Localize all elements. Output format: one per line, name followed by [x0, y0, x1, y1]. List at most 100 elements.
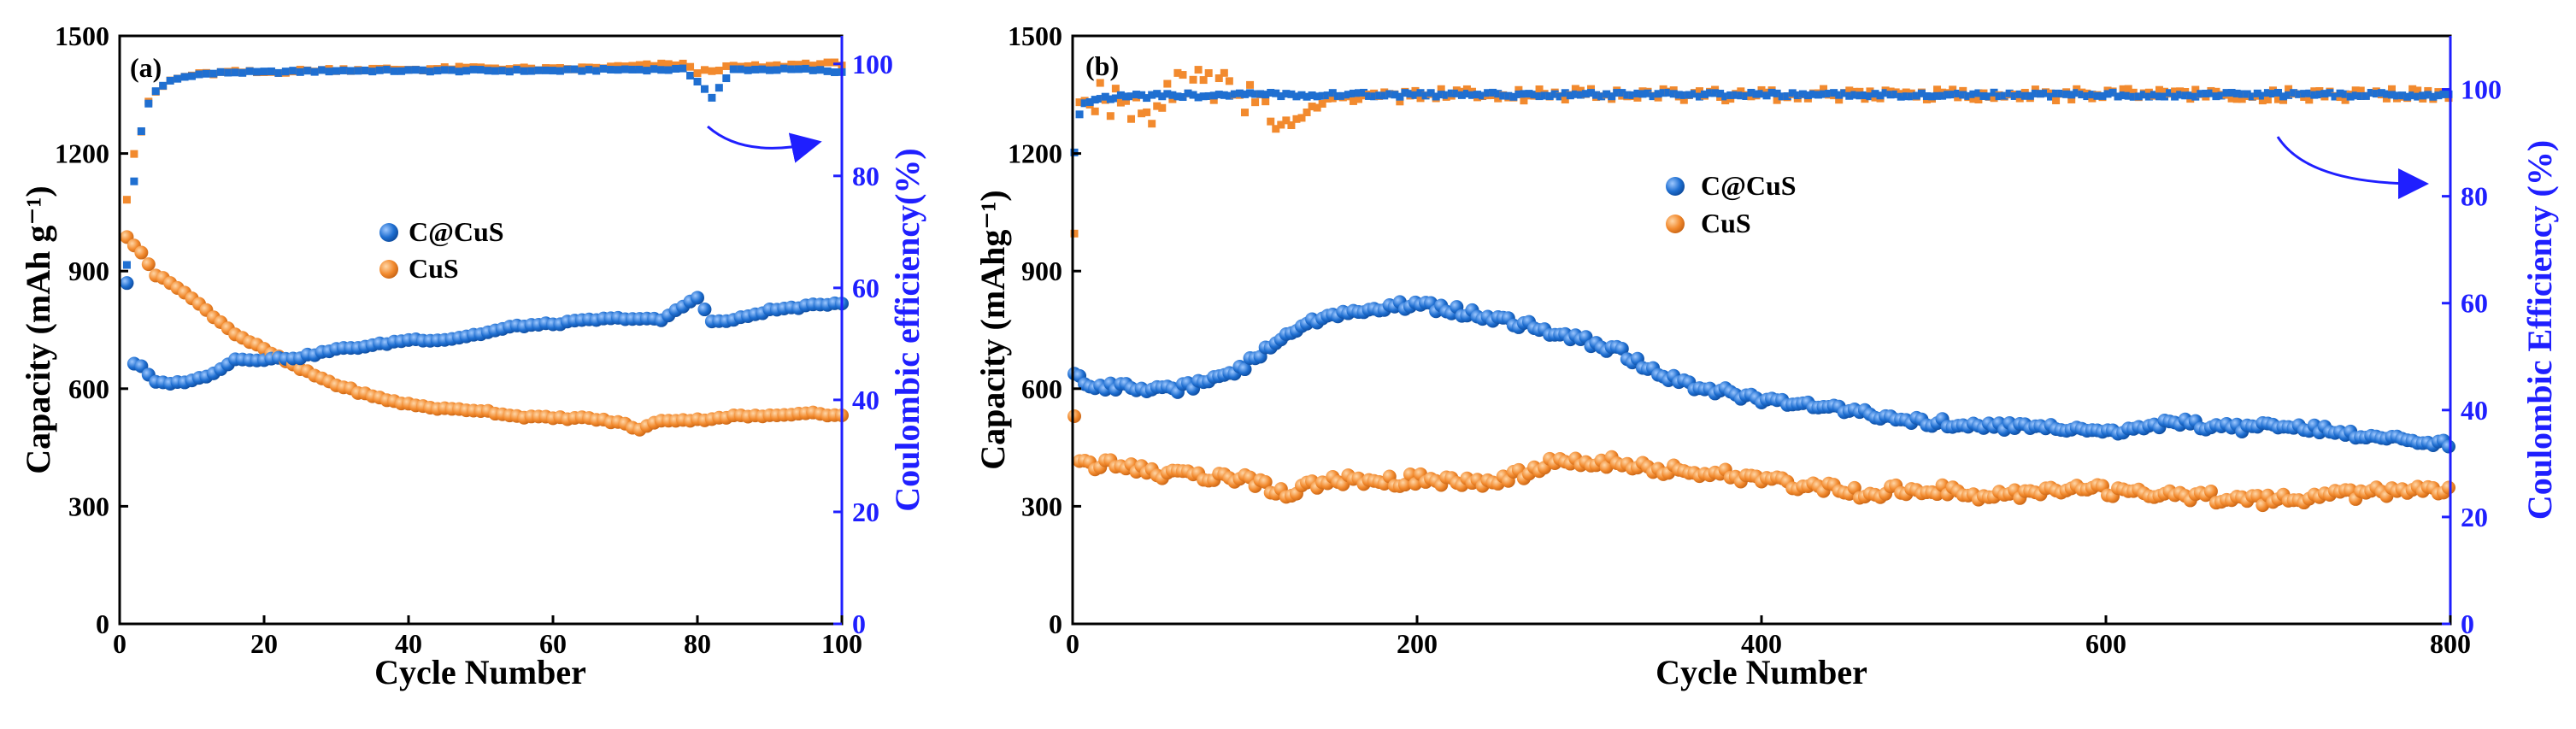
ce-cus-point — [1267, 117, 1275, 126]
ce-ccus-point — [1556, 92, 1564, 101]
ce-ccus-point — [390, 67, 398, 75]
ce-ccus-point — [779, 64, 788, 73]
ce-ccus-point — [2408, 91, 2417, 100]
ce-ccus-point — [1773, 89, 1781, 97]
ce-ccus-point — [2326, 89, 2334, 97]
ce-ccus-point — [1871, 90, 1879, 98]
ce-ccus-point — [592, 67, 601, 75]
ce-ccus-point — [1938, 91, 1947, 100]
ce-ccus-point — [1954, 89, 1962, 97]
y2-tick-label: 60 — [2461, 288, 2488, 319]
legend-cus-marker — [379, 260, 398, 279]
ce-ccus-point — [2444, 90, 2453, 98]
ce-ccus-point — [2129, 92, 2138, 101]
ce-ccus-point — [563, 65, 572, 73]
x-tick-label: 0 — [1066, 628, 1079, 659]
ce-ccus-point — [419, 66, 427, 74]
ce-cus-point — [1143, 108, 1151, 116]
ce-cus-point — [1633, 93, 1642, 102]
ce-ccus-point — [1726, 91, 1735, 99]
ce-ccus-point — [809, 66, 817, 74]
ce-cus-point — [809, 62, 817, 70]
ce-ccus-point — [1808, 90, 1817, 98]
y-tick-label: 1200 — [1008, 138, 1062, 169]
ce-cus-point — [1199, 76, 1208, 85]
ce-ccus-point — [729, 65, 738, 73]
ce-cus-point — [1204, 69, 1213, 78]
legend-cus-marker — [1666, 215, 1685, 233]
capacity-ccus-point — [2441, 439, 2455, 454]
ce-ccus-point — [1308, 91, 1316, 100]
ce-ccus-point — [1406, 90, 1414, 98]
ce-ccus-point — [1525, 90, 1533, 98]
ce-ccus-point — [2181, 91, 2190, 100]
ce-cus-point — [1241, 109, 1249, 117]
ce-ccus-point — [469, 65, 478, 73]
ce-ccus-point — [1214, 91, 1223, 99]
ce-cus-point — [1251, 98, 1260, 107]
ce-cus-point — [1845, 86, 1854, 95]
ce-cus-point — [1737, 87, 1745, 96]
ce-ccus-point — [2258, 91, 2267, 100]
capacity-ccus-point — [691, 291, 704, 305]
ce-ccus-point — [1225, 91, 1233, 100]
ce-ccus-point — [1793, 91, 1802, 99]
ce-ccus-point — [1442, 91, 1450, 99]
ce-ccus-point — [2434, 91, 2443, 100]
ce-ccus-point — [1179, 93, 1187, 102]
ce-ccus-point — [1798, 90, 1807, 98]
ce-ccus-point — [1721, 92, 1730, 101]
ce-cus-point — [2305, 96, 2314, 104]
ce-ccus-point — [2398, 91, 2407, 100]
ce-ccus-point — [1995, 92, 2003, 101]
ce-ccus-point — [1111, 94, 1120, 103]
ce-ccus-point — [1344, 91, 1352, 99]
ce-ccus-point — [2161, 92, 2169, 101]
ce-ccus-point — [2067, 91, 2076, 99]
ce-cus-point — [823, 58, 832, 67]
ce-cus-point — [1220, 68, 1228, 77]
ce-ccus-point — [2439, 90, 2448, 98]
ce-ccus-point — [1489, 88, 1497, 97]
ce-ccus-point — [1385, 90, 1394, 98]
ce-ccus-point — [751, 65, 760, 73]
ce-cus-point — [700, 66, 709, 74]
y2-tick-label: 100 — [2461, 74, 2502, 105]
ce-cus-point — [1396, 97, 1404, 106]
ce-ccus-point — [1767, 88, 1776, 97]
ce-ccus-point — [1716, 89, 1725, 97]
ce-ccus-point — [1143, 94, 1151, 103]
panel-b-x-axis-label: Cycle Number — [1656, 653, 1867, 691]
ce-ccus-point — [802, 64, 810, 73]
ce-ccus-point — [1732, 91, 1740, 99]
ce-ccus-point — [1618, 89, 1626, 97]
capacity-ccus-point — [120, 276, 134, 291]
ce-ccus-point — [173, 74, 182, 83]
ce-ccus-point — [1080, 99, 1089, 108]
ce-ccus-point — [361, 66, 369, 74]
ce-ccus-point — [787, 65, 796, 73]
panel-a-legend-cus: CuS — [409, 253, 459, 284]
ce-ccus-point — [2144, 92, 2153, 101]
ce-ccus-point — [1747, 88, 1756, 97]
ce-ccus-point — [2387, 91, 2396, 99]
ce-ccus-point — [2361, 91, 2370, 100]
ce-ccus-point — [1597, 92, 1606, 101]
ce-ccus-point — [1762, 91, 1771, 100]
ce-ccus-point — [1876, 91, 1885, 100]
ce-cus-point — [2144, 88, 2153, 97]
y2-tick-label: 20 — [2461, 502, 2488, 532]
ce-ccus-point — [1209, 91, 1218, 100]
ce-cus-point — [2155, 85, 2163, 94]
y-tick-label: 600 — [68, 373, 109, 404]
ce-ccus-point — [2268, 90, 2277, 98]
ce-ccus-point — [303, 67, 312, 75]
ce-ccus-point — [1447, 89, 1456, 97]
ce-ccus-point — [2150, 91, 2158, 99]
y-tick-label: 600 — [1021, 373, 1062, 404]
ce-ccus-point — [794, 65, 803, 73]
ce-ccus-point — [1370, 92, 1379, 101]
ce-ccus-point — [2083, 92, 2091, 101]
ce-ccus-point — [1467, 91, 1476, 99]
